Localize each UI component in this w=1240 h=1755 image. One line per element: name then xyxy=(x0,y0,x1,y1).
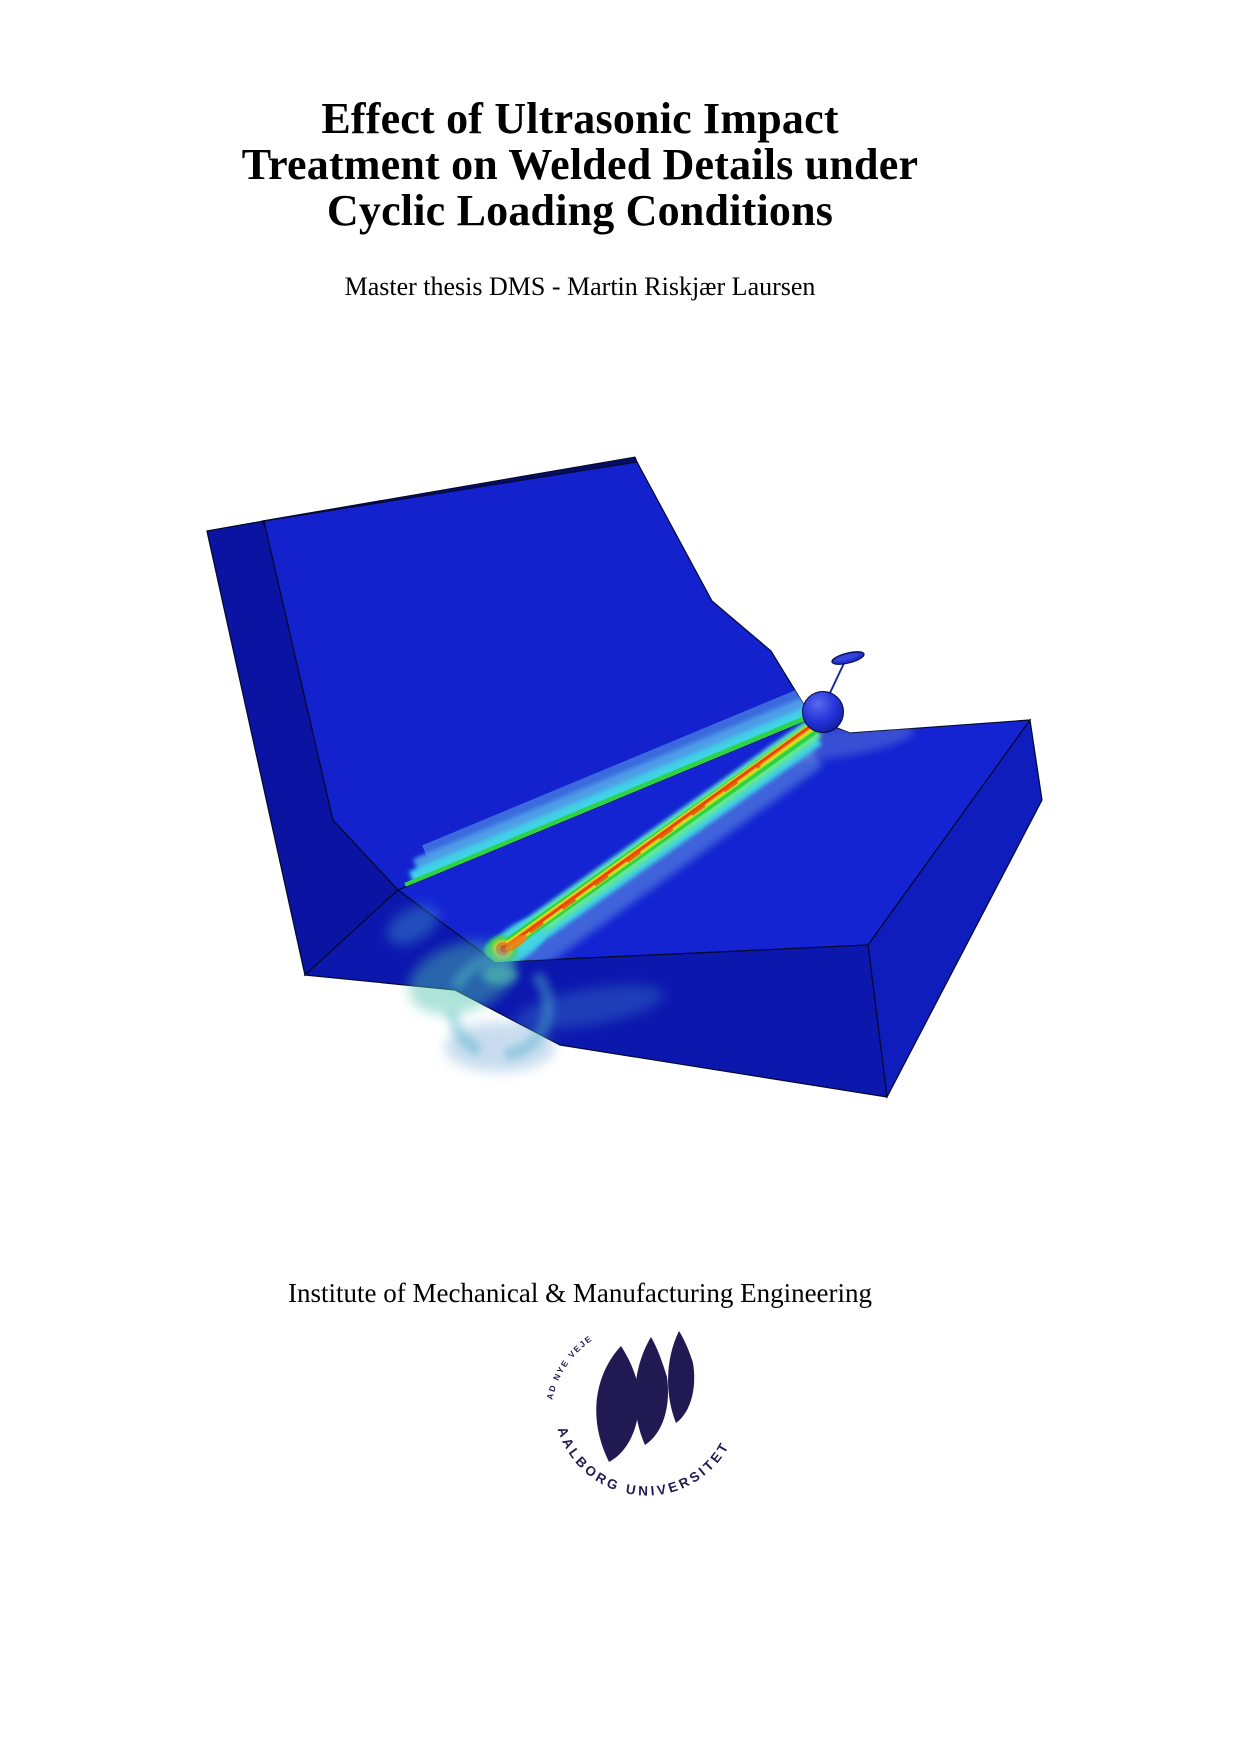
title-line-1: Effect of Ultrasonic Impact xyxy=(321,94,839,143)
page-title: Effect of Ultrasonic Impact Treatment on… xyxy=(0,96,1160,234)
weld-start-stress-spill xyxy=(387,905,664,1072)
institute-name: Institute of Mechanical & Manufacturing … xyxy=(287,1278,873,1308)
aalborg-university-logo-icon: AALBORG UNIVERSITET AD NYE VEJE xyxy=(544,1331,730,1499)
thesis-subtitle: Master thesis DMS - Martin Riskjær Laurs… xyxy=(344,272,816,301)
title-line-3: Cyclic Loading Conditions xyxy=(326,186,834,235)
probe-pin xyxy=(828,660,846,696)
fea-contour-figure xyxy=(206,456,1043,1099)
title-line-2: Treatment on Welded Details under xyxy=(241,140,919,189)
weld-stress-bands xyxy=(483,719,915,962)
logo-motto-text: AD NYE VEJE xyxy=(544,1333,594,1401)
logo-swoosh-icon xyxy=(596,1331,695,1462)
stiffener-front-face xyxy=(263,461,813,891)
probe-marker xyxy=(802,651,865,733)
probe-sphere xyxy=(802,691,844,733)
